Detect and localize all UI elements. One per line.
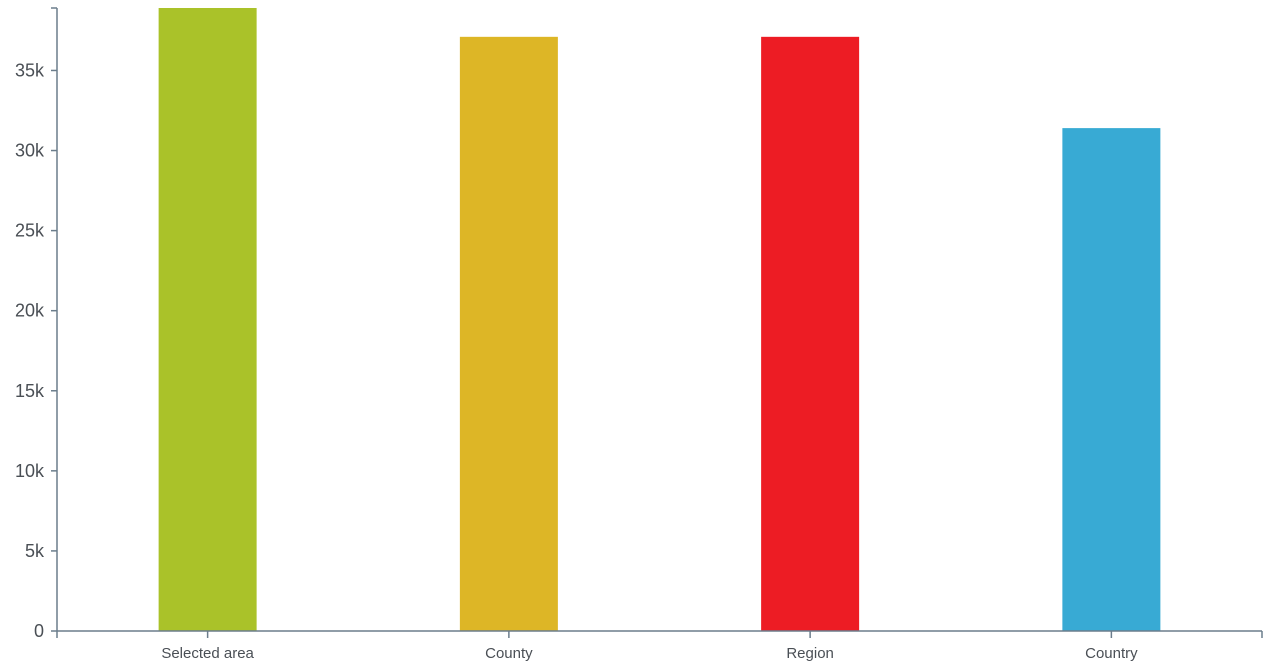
bar-country [1062, 128, 1161, 632]
x-axis: Selected area County Region Country [56, 630, 1263, 662]
bar-region [761, 36, 860, 632]
bar-county [459, 36, 558, 632]
y-tick-label: 0 [34, 621, 44, 641]
x-tick-label: Country [1085, 645, 1138, 662]
y-tick-label: 15k [15, 381, 45, 401]
bar-selected-area [158, 8, 257, 631]
y-tick-label: 25k [15, 221, 45, 241]
y-tick-label: 30k [15, 141, 45, 161]
y-tick-label: 10k [15, 461, 45, 481]
x-tick-label: Region [786, 645, 834, 662]
x-tick-label: County [485, 645, 533, 662]
y-axis: 0 5k 10k 15k 20k 25k 30k 35k [15, 7, 58, 641]
y-tick-label: 20k [15, 301, 45, 321]
x-tick-label: Selected area [161, 645, 254, 662]
y-tick-label: 5k [25, 541, 45, 561]
y-tick-label: 35k [15, 60, 45, 80]
bars-group [158, 8, 1161, 632]
